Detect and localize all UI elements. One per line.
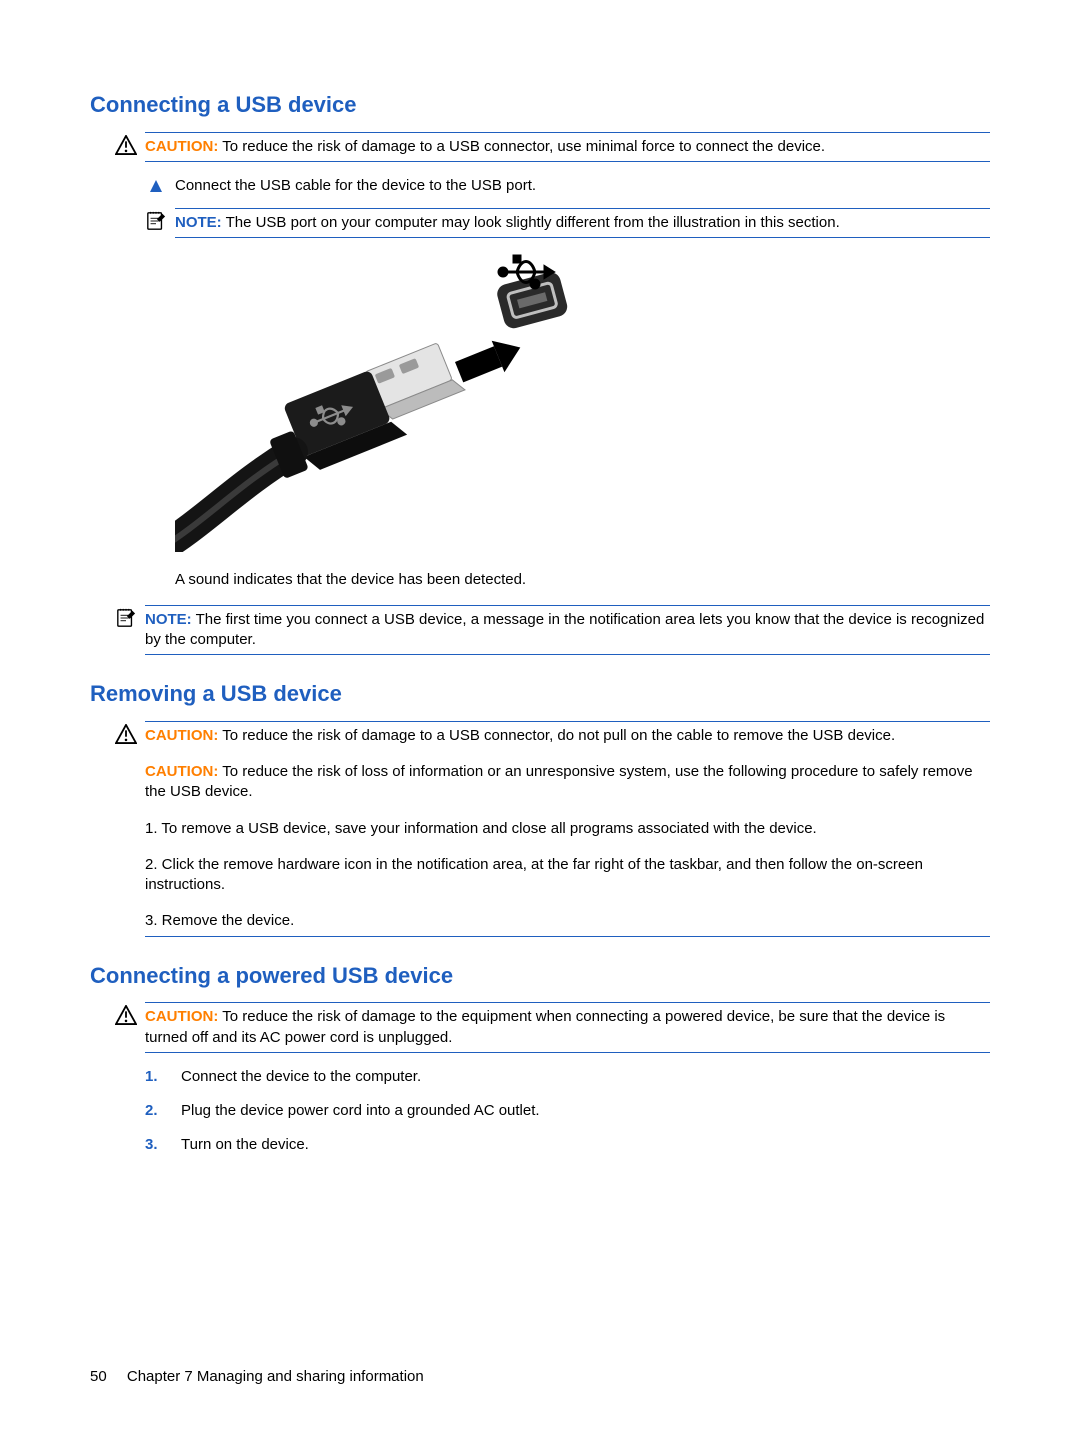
caution-box-1: CAUTION: To reduce the risk of damage to… [145, 132, 990, 162]
note-box-2: NOTE: The first time you connect a USB d… [145, 605, 990, 656]
step-text: Connect the device to the computer. [181, 1068, 421, 1085]
caution2-text-body: To reduce the risk of damage to a USB co… [222, 727, 895, 744]
note-label: NOTE: [145, 611, 192, 628]
caution-box-2: CAUTION: To reduce the risk of damage to… [145, 721, 990, 746]
remove-step-3: 3. Remove the device. [145, 911, 990, 936]
step-text: Plug the device power cord into a ground… [181, 1102, 540, 1119]
caution-para-2: CAUTION: To reduce the risk of loss of i… [145, 762, 990, 803]
sound-detected-text: A sound indicates that the device has be… [175, 571, 526, 588]
step-connect-cable: Connect the USB cable for the device to … [175, 176, 990, 196]
list-item: 3. Turn on the device. [145, 1135, 990, 1155]
caution-icon [115, 135, 137, 161]
heading-powered-usb: Connecting a powered USB device [90, 961, 990, 991]
note-text-body: The USB port on your computer may look s… [226, 214, 840, 231]
note-icon [115, 608, 137, 634]
caution-label: CAUTION: [145, 138, 218, 155]
caution3-text-body: To reduce the risk of damage to the equi… [145, 1008, 945, 1045]
caution-label: CAUTION: [145, 727, 218, 744]
after-illustration-text: A sound indicates that the device has be… [175, 570, 990, 590]
caution2b-text: To reduce the risk of loss of informatio… [145, 763, 973, 800]
powered-steps-list: 1. Connect the device to the computer. 2… [145, 1067, 990, 1156]
caution-icon [115, 1005, 137, 1031]
caution-label: CAUTION: [145, 1008, 218, 1025]
note-box-1: NOTE: The USB port on your computer may … [175, 208, 990, 238]
step-triangle-icon [149, 179, 163, 199]
remove-step-1: 1. To remove a USB device, save your inf… [145, 819, 990, 839]
list-item: 1. Connect the device to the computer. [145, 1067, 990, 1087]
step-number: 2. [145, 1101, 158, 1121]
step-text: Turn on the device. [181, 1136, 309, 1153]
caution-box-3: CAUTION: To reduce the risk of damage to… [145, 1002, 990, 1053]
page-footer: 50 Chapter 7 Managing and sharing inform… [90, 1367, 424, 1387]
note-label: NOTE: [175, 214, 222, 231]
list-item: 2. Plug the device power cord into a gro… [145, 1101, 990, 1121]
step-number: 1. [145, 1067, 158, 1087]
caution-label: CAUTION: [145, 763, 218, 780]
caution-icon [115, 724, 137, 750]
heading-removing-usb: Removing a USB device [90, 679, 990, 709]
heading-connecting-usb: Connecting a USB device [90, 90, 990, 120]
note2-text-body: The first time you connect a USB device,… [145, 611, 984, 648]
note-icon [145, 211, 167, 237]
step-number: 3. [145, 1135, 158, 1155]
chapter-label: Chapter 7 Managing and sharing informati… [127, 1368, 424, 1385]
remove-step-2: 2. Click the remove hardware icon in the… [145, 855, 990, 896]
caution-text-body: To reduce the risk of damage to a USB co… [222, 138, 825, 155]
step-text: Connect the USB cable for the device to … [175, 177, 536, 194]
usb-illustration [175, 252, 645, 552]
page-number: 50 [90, 1368, 107, 1385]
